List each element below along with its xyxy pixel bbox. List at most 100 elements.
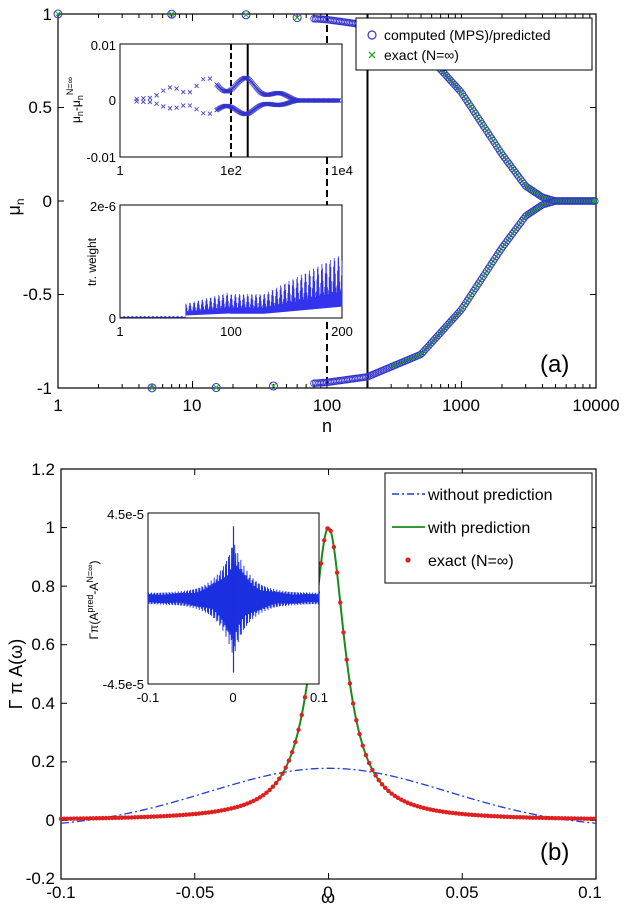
a-circle-marker [292, 13, 302, 23]
panel-b-ticks [60, 468, 597, 880]
b-exact-marker [456, 811, 462, 816]
b-exact-marker [488, 813, 494, 819]
b-exact-marker [501, 814, 507, 819]
b-exact-marker [209, 809, 215, 815]
b-exact-marker [373, 773, 378, 778]
b-exact-marker [386, 788, 391, 794]
b-exact-marker [132, 815, 138, 820]
b-exact-marker [90, 816, 96, 821]
a-x-marker [55, 11, 61, 17]
b-exact-marker [485, 813, 491, 819]
b-exact-marker [126, 815, 131, 820]
ai2-ytick-top: 2e-6 [90, 199, 116, 214]
b-exact-marker [514, 814, 520, 820]
a-x-marker [213, 384, 220, 391]
b-exact-marker [460, 811, 465, 817]
b-ytick-0: 0 [46, 811, 55, 830]
b-xtick--0.05: -0.05 [176, 883, 215, 902]
b-legend: without prediction with prediction exact… [384, 472, 593, 584]
a-legend-marker-circle [367, 30, 377, 40]
ai1-ytick-mid: 0 [109, 93, 116, 108]
b-exact-marker [139, 814, 144, 820]
b-exact-marker [110, 815, 115, 821]
b-exact-marker [206, 810, 211, 815]
a-xtick-1: 1 [53, 396, 62, 415]
b-exact-marker [591, 816, 597, 821]
a-ytick--0.5: -0.5 [23, 285, 52, 304]
b-exact-marker [479, 813, 484, 818]
b-ytick-0.6: 0.6 [31, 635, 55, 654]
b-exact-marker [469, 812, 475, 818]
b-exact-marker [148, 814, 154, 819]
a-circle-marker [241, 10, 251, 20]
ai1-xtick-1e4: 1e4 [331, 163, 353, 178]
ai1-x-marker [174, 105, 179, 110]
b-ytick-1: 1 [46, 518, 55, 537]
b-exact-marker [286, 758, 292, 763]
b-exact-marker [521, 815, 526, 820]
b-exact-marker [171, 813, 176, 818]
ai1-x-marker [161, 88, 166, 93]
b-exact-marker [78, 816, 83, 821]
b-exact-marker [575, 816, 581, 821]
ai1-x-marker [225, 103, 231, 109]
panel-b: 1.2 1 0.8 0.6 0.4 0.2 0 -0.2 -0.1 -0.05 … [6, 460, 602, 904]
b-exact-marker [370, 767, 375, 772]
b-exact-marker [466, 812, 471, 817]
ai2-xtick-1: 1 [116, 324, 123, 339]
b-exact-marker [200, 811, 205, 816]
b-exact-marker [553, 815, 558, 821]
b-exact-marker [533, 815, 539, 820]
a-inset-1: 0.01 0 -0.01 1 1e2 1e4 μn-μnN=∞ [65, 38, 353, 178]
b-exact-marker [81, 816, 86, 821]
b-exact-marker [562, 816, 568, 821]
a-ytick-0.5: 0.5 [28, 98, 52, 117]
a-legend-marker-x [368, 51, 376, 59]
b-exact-marker [164, 813, 170, 819]
b-exact-marker [482, 813, 487, 818]
b-exact-marker [97, 815, 102, 821]
panel-a-vlines [326, 14, 369, 388]
b-exact-marker [588, 816, 593, 821]
b-exact-marker [289, 749, 295, 755]
b-exact-marker [62, 816, 67, 821]
b-exact-marker [549, 815, 555, 821]
b-exact-marker [196, 811, 202, 816]
b-exact-marker [71, 816, 77, 821]
b-exact-marker [158, 814, 163, 819]
b-exact-marker [559, 816, 564, 821]
b-exact-marker [270, 784, 276, 789]
a-circle-marker [53, 9, 63, 19]
bi-ytick-bot: -4.5e-5 [103, 677, 144, 692]
b-exact-marker [537, 815, 542, 820]
ai1-x-marker [141, 96, 146, 101]
ai1-x-marker [147, 99, 153, 105]
b-exact-marker [389, 791, 394, 796]
b-exact-marker [565, 816, 571, 821]
b-exact-marker [167, 813, 173, 819]
b-exact-marker [440, 809, 446, 814]
a-circle-marker [591, 197, 599, 205]
a-x-marker [149, 385, 155, 391]
ai2-ytick-bot: 0 [109, 311, 116, 326]
ai1-xtick-1: 1 [116, 163, 123, 178]
b-exact-marker [151, 814, 157, 819]
b-exact-marker [318, 561, 324, 566]
a-xtick-100: 100 [313, 396, 341, 415]
a-inset-2-plot [119, 204, 343, 319]
a-xtick-10: 10 [183, 396, 202, 415]
ai1-x-marker [134, 99, 139, 104]
b-exact-marker [145, 814, 150, 820]
b-exact-marker [354, 718, 359, 723]
ai2-line [119, 256, 343, 318]
b-exact-marker [341, 630, 346, 635]
ai1-x-marker [154, 101, 159, 106]
ai1-x-marker [180, 89, 186, 95]
b-exact-marker [65, 816, 70, 821]
ai1-x-marker [174, 86, 179, 91]
b-exact-marker [293, 739, 298, 745]
b-exact-marker [511, 814, 516, 820]
ai1-x-marker [167, 85, 173, 90]
b-exact-marker [113, 815, 118, 821]
panel-a: 1 0.5 0 -0.5 -1 1 10 100 1000 10000 n μn… [4, 5, 620, 436]
